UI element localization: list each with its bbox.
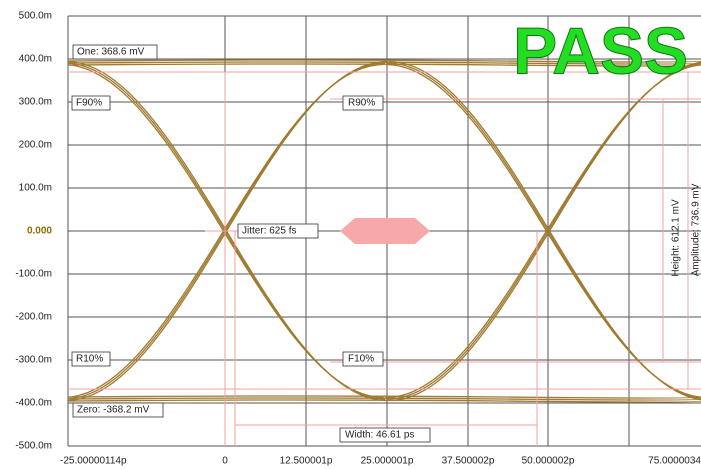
x-tick-label: 12.500001p: [280, 456, 333, 467]
pass-status: PASS: [513, 13, 688, 87]
y-tick-label: 300.0m: [19, 97, 52, 108]
zero-label: Zero: -368.2 mV: [77, 405, 150, 416]
y-tick-label: -200.0m: [15, 312, 52, 323]
measurement-markers: [68, 71, 701, 446]
width-label: Width: 46.61 ps: [345, 430, 414, 441]
eye-rail: [68, 59, 701, 63]
x-tick-label: 0: [222, 456, 228, 467]
eye-rail: [68, 395, 701, 399]
f10-label: F10%: [348, 354, 374, 365]
y-tick-label: 500.0m: [19, 11, 52, 22]
jitter-mask: [340, 218, 430, 244]
label-box: [72, 44, 158, 60]
y-tick-label: 200.0m: [19, 140, 52, 151]
y-tick-label: -100.0m: [15, 269, 52, 280]
annotations: One: 368.6 mV F90% R90% R10% F10% Zero: …: [71, 13, 701, 443]
eye-edge: [388, 61, 701, 402]
one-label: One: 368.6 mV: [77, 47, 145, 58]
label-box: [72, 402, 164, 418]
label-box: [342, 95, 384, 111]
r90-label: R90%: [348, 98, 375, 109]
amplitude-label: Amplitude: 736.9 mV: [691, 183, 701, 276]
r10-label: R10%: [76, 354, 103, 365]
label-box: [339, 427, 431, 443]
y-tick-label: 100.0m: [19, 183, 52, 194]
y-tick-label: 400.0m: [19, 54, 52, 65]
f90-label: F90%: [76, 98, 102, 109]
label-box: [342, 351, 384, 367]
label-box: [237, 223, 319, 239]
y-tick-label: 0.000: [27, 226, 52, 237]
eye-rail: [68, 63, 701, 67]
eye-rail: [68, 399, 701, 403]
eye-traces: [68, 59, 701, 403]
y-tick-label: -400.0m: [15, 398, 52, 409]
label-box: [71, 351, 111, 367]
y-tick-label: -300.0m: [15, 355, 52, 366]
eye-rail: [68, 397, 701, 401]
height-label: Height: 612.1 mV: [671, 199, 682, 277]
eye-edge: [68, 60, 387, 402]
eye-edge: [388, 60, 701, 401]
x-tick-label: 25.000001p: [361, 456, 414, 467]
x-tick-label: -25.00000114p: [60, 456, 127, 467]
x-tick-label: 37.500002p: [442, 456, 495, 467]
y-tick-label: -500.0m: [15, 441, 52, 452]
label-box: [71, 95, 111, 111]
x-tick-label: 50.000002p: [522, 456, 575, 467]
x-tick-label: 75.0000034: [648, 456, 701, 467]
eye-edge: [68, 60, 387, 402]
jitter-label: Jitter: 625 fs: [242, 226, 296, 237]
eye-rail: [68, 61, 701, 65]
